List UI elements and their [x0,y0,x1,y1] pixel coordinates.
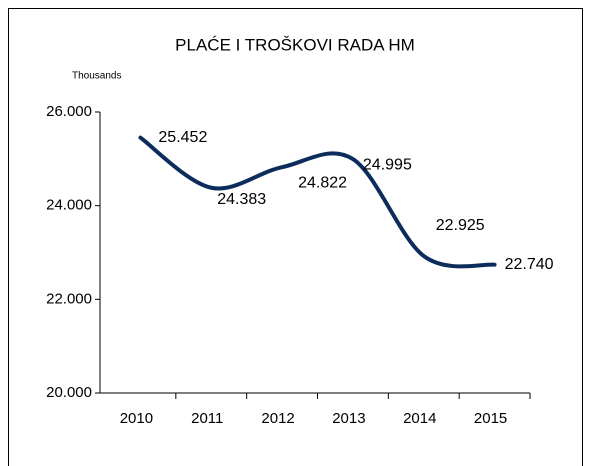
chart-frame [8,8,583,466]
unit-label: Thousands [72,71,121,82]
x-tick-label: 2014 [403,410,436,427]
data-label: 22.925 [436,217,485,234]
y-tick-label: 26.000 [46,103,92,120]
data-label: 24.995 [363,156,412,173]
chart-title: PLAĆE I TROŠKOVI RADA HM [175,35,415,54]
x-tick-label: 2010 [120,410,153,427]
y-tick-label: 22.000 [46,290,92,307]
x-tick-label: 2015 [474,410,507,427]
data-label: 24.822 [298,174,347,191]
y-tick-label: 20.000 [46,384,92,401]
data-label: 22.740 [505,256,554,273]
x-tick-label: 2011 [191,410,223,427]
series-line [138,135,497,269]
data-label: 24.383 [217,191,266,208]
y-tick-label: 24.000 [46,197,92,214]
x-tick-label: 2012 [261,410,294,427]
data-label: 25.452 [158,129,207,146]
x-tick-label: 2013 [332,410,365,427]
